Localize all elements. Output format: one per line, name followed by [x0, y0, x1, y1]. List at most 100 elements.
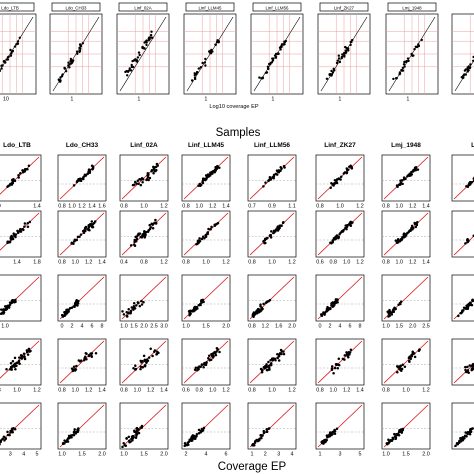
data-point [334, 298, 338, 301]
data-point [193, 72, 196, 75]
data-point [14, 368, 17, 371]
data-point [215, 167, 219, 171]
data-point [204, 64, 207, 67]
data-point [124, 70, 127, 74]
data-point [395, 184, 399, 187]
data-point [3, 305, 7, 308]
data-point [154, 218, 157, 222]
x-tick-label: 6 [91, 324, 94, 330]
data-point [469, 430, 473, 434]
data-point [184, 443, 188, 447]
data-point [70, 61, 74, 64]
x-tick-label: 1.2 [409, 260, 417, 266]
x-tick-label: 1.0 [120, 324, 128, 330]
data-point [201, 429, 204, 432]
data-point [461, 76, 465, 80]
x-tick-label: 1.2 [356, 204, 364, 210]
column-header: Linf_LLM56 [254, 142, 290, 149]
strip-label-box [51, 2, 101, 12]
data-point [459, 437, 462, 440]
data-point [27, 164, 31, 168]
data-point [341, 230, 345, 233]
data-point [196, 367, 200, 370]
data-point [83, 174, 86, 178]
data-point [23, 225, 26, 228]
data-point [71, 368, 75, 371]
data-point [204, 57, 207, 61]
data-point [335, 427, 339, 430]
data-point [461, 438, 465, 441]
x-tick-label: 4 [205, 452, 208, 458]
x-tick-label: 1.2 [288, 388, 296, 394]
data-point [408, 359, 411, 363]
x-tick-label: 1.0 [209, 388, 217, 394]
data-point [331, 71, 335, 74]
x-tick-label: 1.4 [33, 204, 41, 210]
data-point [15, 361, 18, 365]
data-point [411, 54, 414, 57]
data-point [84, 355, 87, 359]
data-point [0, 64, 3, 67]
data-point [218, 350, 221, 354]
bottom-subplot: 1.0 1.5 2.0 2.5 [381, 274, 431, 330]
data-point [279, 169, 282, 173]
data-point [200, 363, 204, 366]
data-point [265, 428, 268, 431]
data-point [22, 352, 26, 356]
x-tick-label: 0.8 [58, 388, 66, 394]
x-tick-label: 10 [3, 97, 9, 103]
data-point [75, 303, 78, 306]
x-tick-label: 1.4 [13, 260, 21, 266]
x-tick-label: 1.6 [275, 324, 283, 330]
data-point [124, 444, 128, 447]
data-point [203, 61, 207, 64]
data-point [275, 173, 279, 176]
data-point [468, 303, 472, 307]
data-point [91, 167, 94, 170]
data-point [151, 223, 155, 226]
data-point [343, 54, 346, 57]
data-point [333, 69, 336, 72]
data-point [209, 227, 212, 231]
data-point [217, 40, 220, 43]
data-point [331, 431, 334, 434]
x-tick-label: 0.8 [120, 388, 128, 394]
data-point [401, 69, 405, 72]
data-point [128, 441, 131, 444]
data-point [252, 312, 255, 315]
data-point [136, 301, 140, 304]
data-point [339, 175, 343, 179]
bottom-subplot: 0.8 1.0 1.2 1.4 [381, 210, 431, 266]
data-point [385, 442, 389, 445]
data-point [75, 50, 79, 53]
data-point [463, 73, 466, 76]
strip-label: Linf_02A [134, 5, 151, 10]
data-point [8, 184, 11, 187]
x-tick-label: 4 [339, 324, 342, 330]
data-point [4, 307, 8, 311]
reference-line [0, 16, 34, 71]
data-point [464, 431, 467, 434]
data-point [208, 174, 212, 177]
data-point [397, 365, 401, 368]
x-tick-label: 1.2 [262, 324, 270, 330]
data-point [76, 430, 80, 434]
data-point [398, 183, 402, 186]
x-tick-label: 5 [36, 452, 39, 458]
data-point [196, 242, 199, 246]
top-subplot: Ldo_LTB 10 [0, 2, 37, 103]
data-point [201, 61, 204, 65]
data-point [16, 231, 20, 234]
bottom-subplot: 0.8 1.0 1.2 1.4 [381, 154, 431, 210]
data-point [329, 307, 332, 311]
data-point [0, 440, 2, 444]
x-tick-label: 1.2 [422, 388, 430, 394]
data-point [401, 363, 405, 367]
x-tick-label: 0 [61, 324, 64, 330]
data-point [416, 220, 419, 224]
data-point [269, 236, 273, 239]
data-point [139, 178, 143, 181]
data-point [388, 308, 391, 312]
data-point [11, 359, 15, 363]
bottom-subplot [451, 210, 474, 258]
